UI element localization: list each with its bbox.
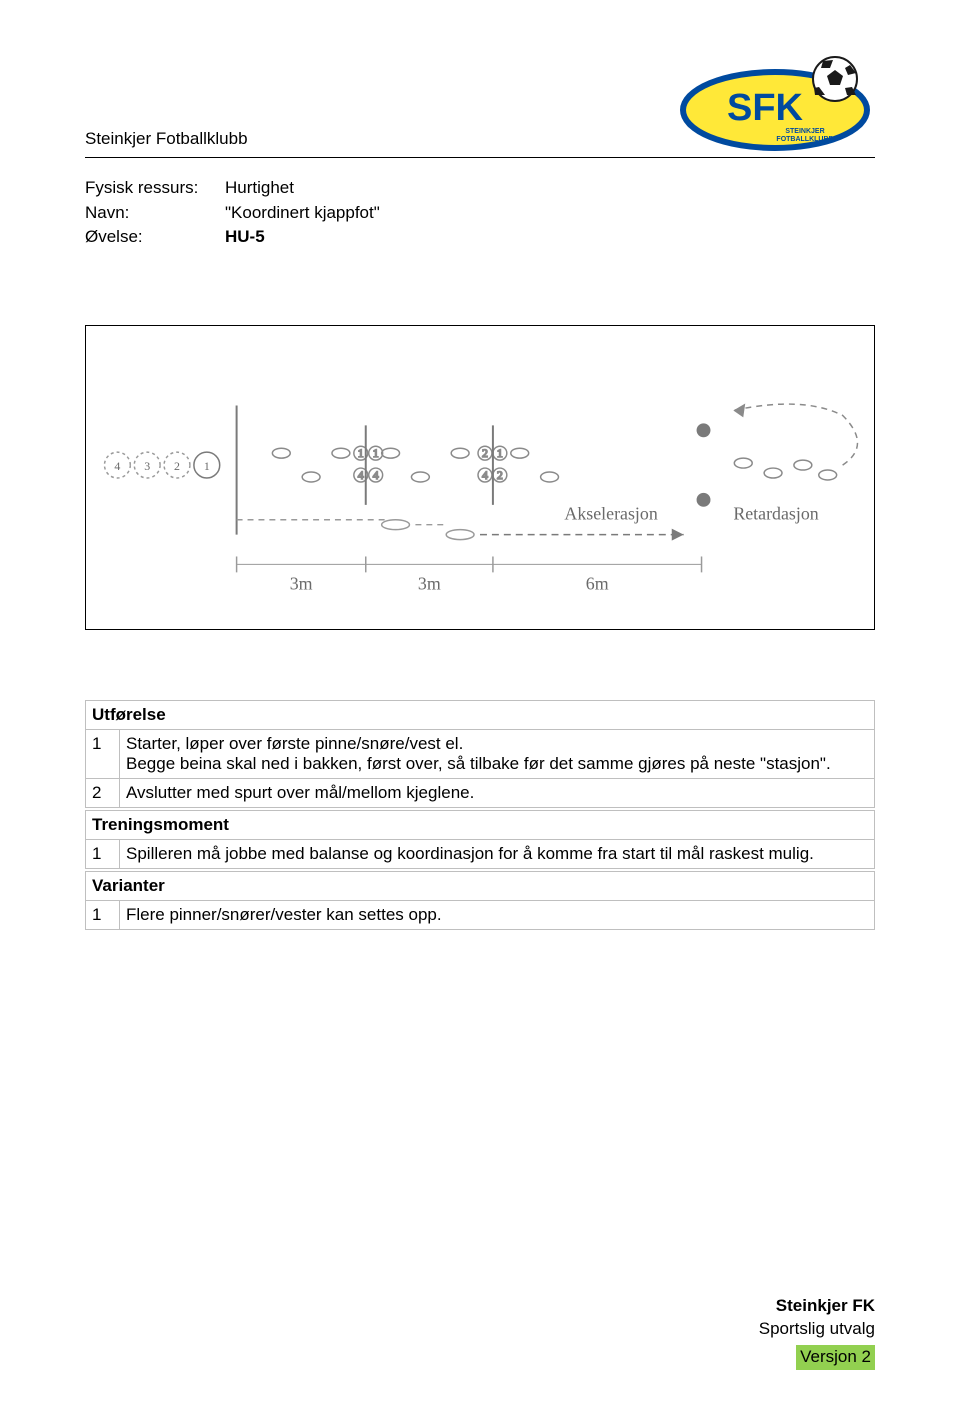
- svg-text:4: 4: [358, 468, 364, 482]
- svg-text:FOTBALLKLUBB: FOTBALLKLUBB: [776, 136, 833, 143]
- row-text: Flere pinner/snører/vester kan settes op…: [120, 900, 875, 929]
- table-row: 2 Avslutter med spurt over mål/mellom kj…: [86, 778, 875, 807]
- section-utforelse: Utførelse 1 Starter, løper over første p…: [85, 700, 875, 808]
- svg-text:3m: 3m: [418, 573, 441, 593]
- svg-text:3: 3: [144, 459, 150, 473]
- header-divider: [85, 157, 875, 158]
- svg-text:STEINKJER: STEINKJER: [785, 128, 824, 135]
- svg-text:2: 2: [174, 459, 180, 473]
- meta-navn-label: Navn:: [85, 201, 225, 226]
- svg-text:1: 1: [497, 446, 503, 460]
- svg-text:4: 4: [373, 468, 379, 482]
- meta-navn-value: "Koordinert kjappfot": [225, 201, 380, 226]
- svg-text:3m: 3m: [290, 573, 313, 593]
- svg-text:Retardasjon: Retardasjon: [733, 504, 818, 524]
- diagram-svg: 4 3 2 1 1 1 4 4 2 1 4 2: [86, 326, 874, 629]
- meta-ovelse-label: Øvelse:: [85, 225, 225, 250]
- table-row: 1 Flere pinner/snører/vester kan settes …: [86, 900, 875, 929]
- svg-text:SFK: SFK: [727, 87, 804, 129]
- meta-block: Fysisk ressurs: Hurtighet Navn: "Koordin…: [85, 176, 875, 250]
- footer-fk: Steinkjer FK: [759, 1295, 875, 1318]
- meta-ovelse-value: HU-5: [225, 225, 265, 250]
- svg-text:1: 1: [204, 459, 210, 473]
- exercise-diagram: 4 3 2 1 1 1 4 4 2 1 4 2: [85, 325, 875, 630]
- section-treningsmoment: Treningsmoment 1 Spilleren må jobbe med …: [85, 810, 875, 869]
- tables-wrap: Utførelse 1 Starter, løper over første p…: [85, 700, 875, 930]
- section-varianter: Varianter 1 Flere pinner/snører/vester k…: [85, 871, 875, 930]
- club-logo-svg: SFK STEINKJER FOTBALLKLUBB: [675, 55, 875, 155]
- svg-text:4: 4: [114, 459, 120, 473]
- row-num: 1: [86, 839, 120, 868]
- row-text: Avslutter med spurt over mål/mellom kjeg…: [120, 778, 875, 807]
- row-num: 1: [86, 900, 120, 929]
- club-logo: SFK STEINKJER FOTBALLKLUBB: [675, 55, 875, 155]
- treningsmoment-title: Treningsmoment: [86, 810, 875, 839]
- org-name: Steinkjer Fotballklubb: [85, 129, 248, 155]
- varianter-title: Varianter: [86, 871, 875, 900]
- version-badge: Versjon 2: [796, 1345, 875, 1370]
- table-row: 1 Starter, løper over første pinne/snøre…: [86, 729, 875, 778]
- row-num: 1: [86, 729, 120, 778]
- svg-text:1: 1: [373, 446, 379, 460]
- row-num: 2: [86, 778, 120, 807]
- header-row: Steinkjer Fotballklubb SFK STEINKJER FOT…: [85, 55, 875, 155]
- meta-fysisk-value: Hurtighet: [225, 176, 294, 201]
- footer-block: Steinkjer FK Sportslig utvalg Versjon 2: [759, 1295, 875, 1370]
- utforelse-title: Utførelse: [86, 700, 875, 729]
- svg-text:6m: 6m: [586, 573, 609, 593]
- meta-fysisk-label: Fysisk ressurs:: [85, 176, 225, 201]
- svg-text:1: 1: [358, 446, 364, 460]
- row-text: Starter, løper over første pinne/snøre/v…: [120, 729, 875, 778]
- svg-text:2: 2: [497, 468, 503, 482]
- svg-text:2: 2: [482, 446, 488, 460]
- footer-sub: Sportslig utvalg: [759, 1318, 875, 1341]
- svg-text:4: 4: [482, 468, 488, 482]
- row-text: Spilleren må jobbe med balanse og koordi…: [120, 839, 875, 868]
- svg-text:Akselerasjon: Akselerasjon: [564, 504, 657, 524]
- table-row: 1 Spilleren må jobbe med balanse og koor…: [86, 839, 875, 868]
